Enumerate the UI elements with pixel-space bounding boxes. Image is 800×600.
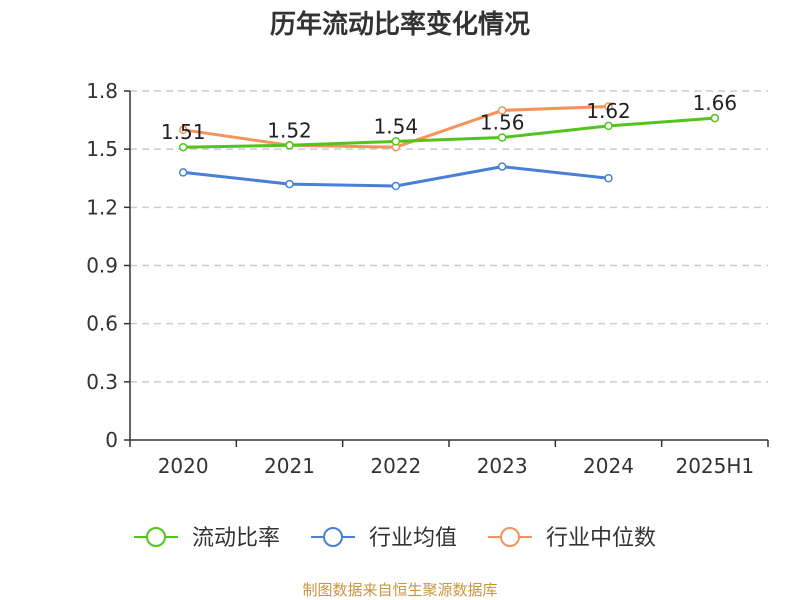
y-tick-label: 1.8	[86, 79, 118, 103]
legend-marker	[323, 527, 343, 547]
x-tick-label: 2020	[158, 454, 209, 478]
legend-item-2: 行业中位数	[488, 526, 656, 551]
data-label: 1.52	[267, 118, 312, 142]
legend-marker	[146, 527, 166, 547]
data-label: 1.54	[374, 114, 419, 138]
series-line-0	[183, 116, 715, 149]
data-point-s2-3	[497, 106, 507, 115]
x-tick-label: 2021	[264, 454, 315, 478]
data-point-s1-3	[497, 162, 507, 171]
data-point-s1-1	[285, 179, 294, 189]
y-tick-label: 0.6	[86, 312, 118, 336]
data-point-s0-5	[710, 113, 720, 123]
data-point-s0-2	[391, 137, 401, 146]
data-point-s1-4	[604, 174, 613, 183]
data-label: 1.62	[586, 99, 631, 123]
data-point-s1-0	[178, 168, 188, 177]
legend-label: 行业中位数	[546, 526, 656, 551]
data-point-s1-2	[391, 181, 401, 191]
gridlines	[130, 90, 768, 383]
x-tick-label: 2024	[583, 454, 634, 478]
data-labels: 1.51 1.52 1.54 1.56 1.62 1.66	[161, 91, 737, 144]
y-tick-label: 0	[105, 428, 118, 452]
x-tick-label: 2023	[477, 454, 528, 478]
data-label: 1.66	[693, 91, 738, 115]
data-point-s0-3	[497, 133, 507, 142]
data-label: 1.51	[161, 120, 206, 144]
x-tick-label: 2022	[370, 454, 421, 478]
data-point-s0-0	[178, 142, 188, 152]
legend-label: 行业均值	[369, 526, 457, 551]
data-point-s2-0	[178, 125, 188, 135]
legend-item-0: 流动比率	[134, 526, 280, 551]
legend: 流动比率 行业均值 行业中位数	[134, 526, 656, 551]
data-point-s0-4	[604, 121, 613, 131]
series-layer	[178, 102, 720, 191]
y-tick-label: 1.5	[86, 137, 118, 161]
chart-title: 历年流动比率变化情况	[270, 9, 530, 40]
y-tick-label: 1.2	[86, 195, 118, 219]
y-tick-label: 0.3	[86, 370, 118, 394]
legend-item-1: 行业均值	[311, 526, 457, 551]
data-label: 1.56	[480, 111, 525, 135]
data-point-s2-4	[604, 102, 613, 111]
x-tick-label: 2025H1	[675, 454, 754, 478]
axes: 0 0.3 0.6 0.9 1.2 1.5 1.8 2020 2021 2022 2023 2024 2…	[86, 79, 769, 478]
data-point-s0-1	[285, 141, 294, 150]
legend-marker	[500, 527, 520, 547]
y-tick-label: 0.9	[86, 254, 118, 278]
legend-label: 流动比率	[192, 526, 280, 551]
source-note: 制图数据来自恒生聚源数据库	[302, 581, 497, 599]
